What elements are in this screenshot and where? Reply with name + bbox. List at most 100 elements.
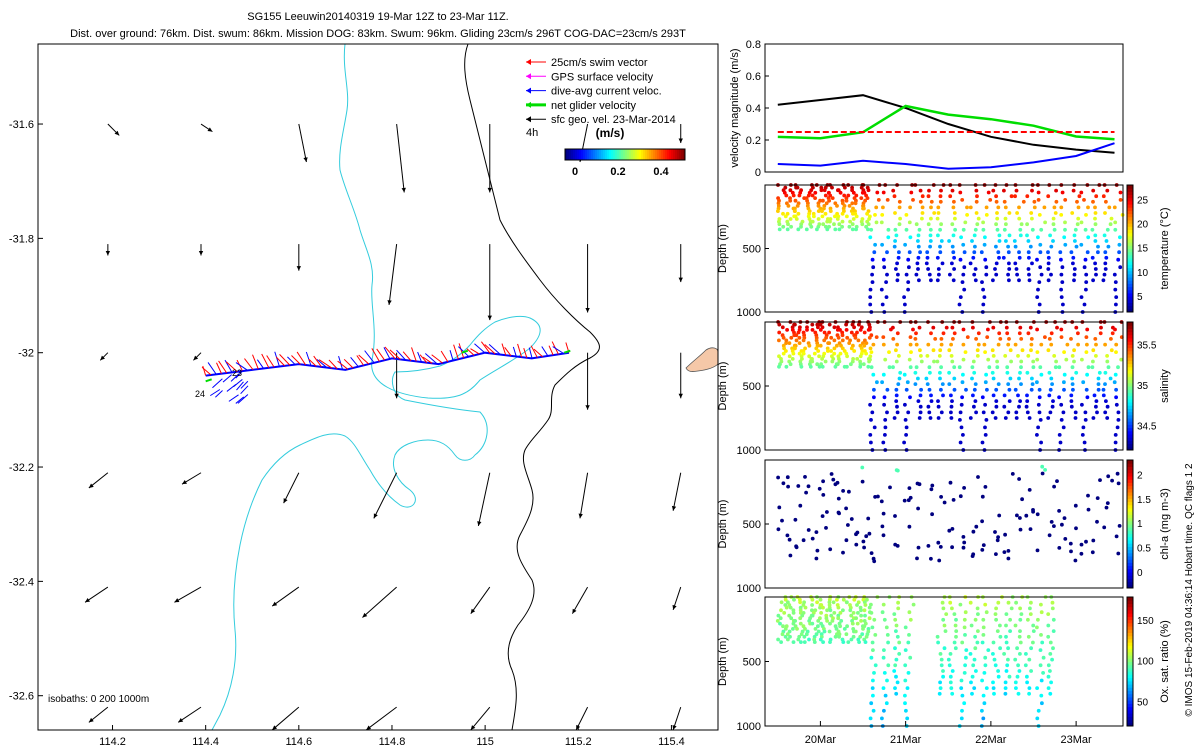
profile-sample [991,188,996,193]
profile-sample [897,250,901,255]
profile-sample [861,539,866,544]
colorbar-segment [627,149,630,160]
profile-sample [1043,468,1047,472]
profile-sample [858,634,863,639]
profile-sample [1037,410,1042,415]
profile-sample [794,217,799,221]
profile-sample [906,410,911,415]
profile-sample [983,433,988,437]
profile-sample [1018,233,1023,238]
profile-sample [797,335,802,340]
profile-colorbar-segment [1127,424,1133,429]
track-swim-vector [216,362,222,374]
profile-sample [1024,652,1028,656]
profile-sample [1028,606,1032,611]
profile-sample [937,354,942,358]
profile-sample [785,475,790,480]
profile-sample [1094,194,1099,199]
sfc-vector-head [296,266,301,271]
profile-sample [1025,399,1030,403]
profile-sample [1012,239,1017,243]
profile-sample [874,220,879,225]
profile-sample [1006,272,1010,277]
profile-sample [896,272,900,277]
profile-sample [814,530,819,534]
profile-sample [917,482,922,487]
profile-sample [929,199,934,204]
profile-sample [907,610,912,615]
profile-sample [915,556,919,561]
profile-sample [842,193,847,198]
profile-colorbar-segment [1127,443,1133,448]
colorbar-segment [583,149,586,160]
profile-sample [1026,331,1031,336]
profile-colorbar-segment [1127,354,1133,358]
profile-sample [949,686,954,690]
profile-sample [986,357,991,362]
profile-sample [895,404,899,409]
profile-sample [1040,640,1045,645]
profile-sample [1006,410,1011,415]
profile-sample [1030,188,1034,193]
profile-sample [872,671,876,675]
profile-sample [862,608,867,613]
profile-sample [836,496,841,501]
profile-colorbar-frame [1126,596,1134,727]
profile-sample [948,680,953,685]
colorbar-segment [611,149,614,160]
profile-sample [1014,686,1018,690]
profile-sample [1069,404,1074,409]
profile-sample [865,211,869,216]
profile-sample [998,634,1003,639]
profile-sample [894,657,899,662]
profile-sample [851,611,856,615]
profile-sample [816,325,820,330]
profile-sample [986,648,991,652]
profile-sample [1118,198,1123,202]
profile-sample [821,222,826,227]
profile-sample [918,199,923,204]
profile-sample [935,278,940,283]
profile-sample [950,261,954,266]
profile-sample [1026,617,1030,622]
profile-sample [1052,354,1057,358]
profile-sample [789,224,793,229]
profile-colorbar-segment [1127,606,1133,611]
profile-sample [786,204,791,208]
profile-colorbar-segment [1127,619,1133,624]
profile-sample [950,399,954,403]
legend-swatch-head [526,87,531,94]
profile-sample [798,616,803,621]
profile-colorbar-segment [1127,696,1133,701]
profile-sample [995,216,1000,221]
profile-sample [980,280,984,284]
profile-sample [1020,348,1025,353]
profile-sample [1048,669,1052,673]
profile-sample [1115,471,1120,476]
profile-colorbar-segment [1127,568,1133,573]
profile-sample [1093,261,1097,266]
profile-sample [1109,216,1114,221]
profile-sample [908,365,913,370]
profile-sample [938,194,943,199]
profile-sample [954,617,958,622]
profile-sample [1013,680,1018,685]
profile-sample [1036,617,1040,622]
profile-sample [1026,250,1031,255]
profile-sample [1105,359,1110,364]
track-swim-vector [218,360,228,374]
profile-colorbar-segment [1127,245,1133,249]
profile-sample [806,484,811,489]
profile-sample [828,219,832,224]
profile-colorbar-segment [1127,360,1133,365]
profile-colorbar-segment [1127,270,1133,275]
profile-sample [947,382,952,386]
profile-sample [1090,550,1095,555]
profile-sample [803,475,807,479]
profile-sample [868,302,873,307]
profile-sample [1001,255,1006,260]
profile-sample [1075,199,1079,204]
profile-sample [942,623,947,628]
profile-sample [1073,503,1078,508]
profile-sample [1024,513,1029,518]
